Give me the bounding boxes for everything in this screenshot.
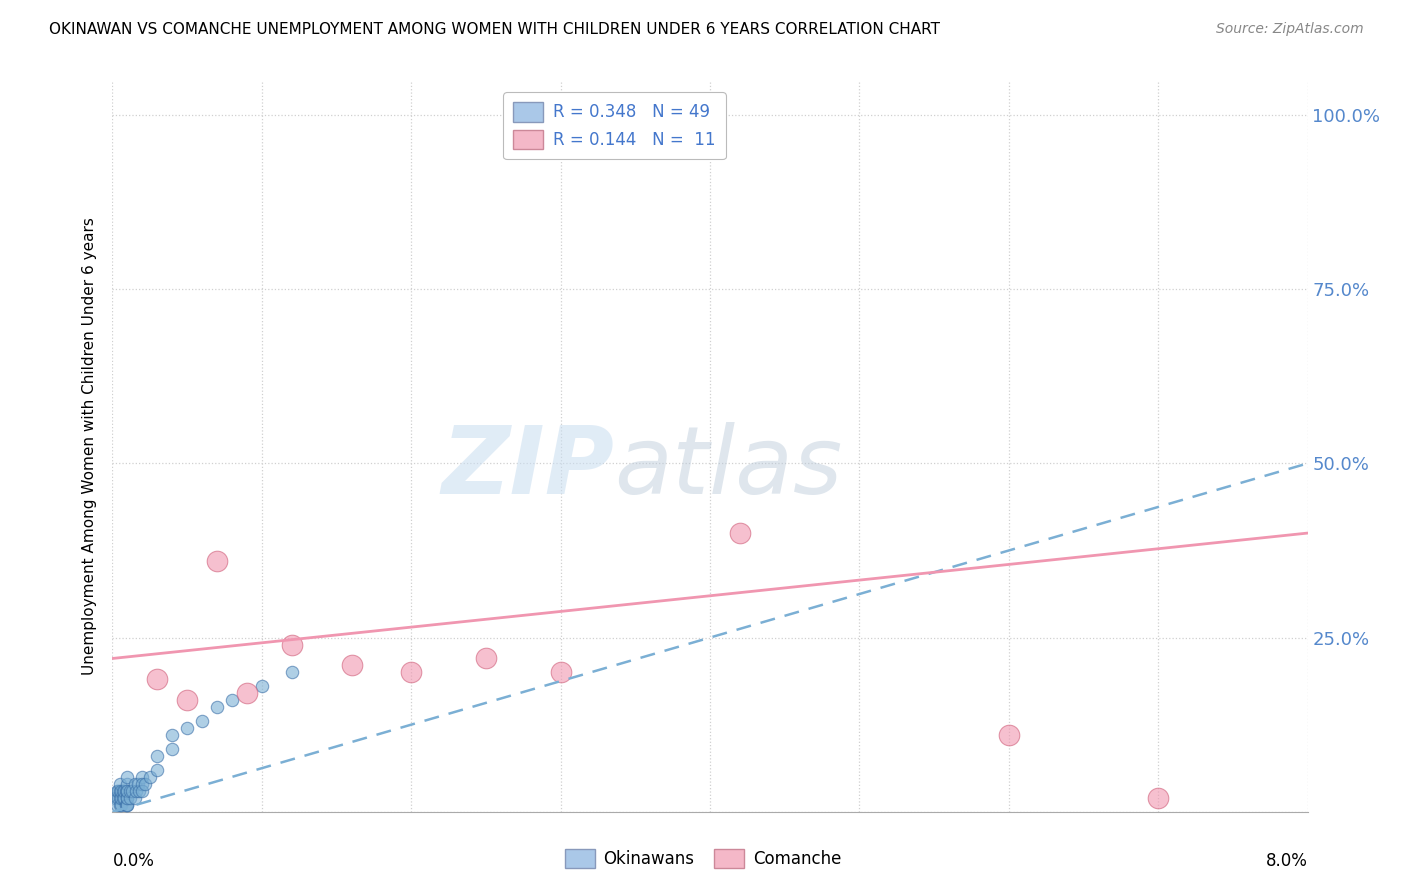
Point (340, 658, 363, 673)
Point (139, 770, 162, 784)
Point (124, 790, 146, 805)
Point (111, 790, 134, 805)
Point (281, 665, 304, 680)
Point (117, 797, 139, 812)
Point (114, 784, 135, 798)
Point (114, 790, 135, 805)
Point (221, 693, 243, 707)
Point (107, 784, 129, 798)
Text: atlas: atlas (614, 423, 842, 514)
Point (117, 784, 139, 798)
Point (107, 790, 129, 805)
Point (104, 790, 127, 805)
Point (110, 784, 132, 798)
Text: Source: ZipAtlas.com: Source: ZipAtlas.com (1216, 22, 1364, 37)
Point (131, 770, 153, 784)
Point (121, 784, 143, 798)
Point (401, 665, 423, 680)
Point (127, 777, 149, 791)
Point (146, 763, 169, 777)
Point (117, 790, 139, 805)
Point (105, 784, 128, 798)
Point (281, 638, 304, 652)
Point (111, 784, 134, 798)
Point (110, 790, 132, 805)
Text: OKINAWAN VS COMANCHE UNEMPLOYMENT AMONG WOMEN WITH CHILDREN UNDER 6 YEARS CORREL: OKINAWAN VS COMANCHE UNEMPLOYMENT AMONG … (49, 22, 941, 37)
Point (108, 790, 131, 805)
Point (128, 784, 150, 798)
Point (162, 728, 183, 742)
Text: 0.0%: 0.0% (112, 852, 155, 870)
Point (146, 673, 169, 687)
Point (250, 679, 273, 693)
Point (728, 526, 751, 541)
Point (120, 790, 142, 805)
Point (131, 777, 153, 791)
Legend: Okinawans, Comanche: Okinawans, Comanche (558, 842, 848, 875)
Point (236, 686, 259, 700)
Text: ZIP: ZIP (441, 422, 614, 514)
Point (191, 714, 214, 728)
Point (108, 777, 131, 791)
Y-axis label: Unemployment Among Women with Children Under 6 years: Unemployment Among Women with Children U… (82, 217, 97, 675)
Point (105, 797, 128, 812)
Point (176, 693, 198, 707)
Point (998, 728, 1021, 742)
Point (108, 784, 131, 798)
Point (205, 554, 228, 568)
Point (125, 784, 148, 798)
Point (124, 777, 146, 791)
Point (117, 797, 139, 812)
Point (1147, 790, 1170, 805)
Point (117, 777, 139, 791)
Point (176, 721, 198, 735)
Point (134, 777, 156, 791)
Legend: R = 0.348   N = 49, R = 0.144   N =  11: R = 0.348 N = 49, R = 0.144 N = 11 (503, 92, 725, 159)
Point (117, 790, 139, 805)
Point (120, 784, 142, 798)
Point (117, 784, 139, 798)
Point (205, 700, 228, 714)
Point (117, 770, 139, 784)
Point (115, 797, 138, 812)
Text: 8.0%: 8.0% (1265, 852, 1308, 870)
Point (115, 784, 138, 798)
Point (162, 742, 183, 756)
Point (110, 797, 132, 812)
Point (475, 651, 498, 665)
Point (108, 797, 131, 812)
Point (550, 665, 572, 680)
Point (131, 784, 153, 798)
Point (146, 749, 169, 764)
